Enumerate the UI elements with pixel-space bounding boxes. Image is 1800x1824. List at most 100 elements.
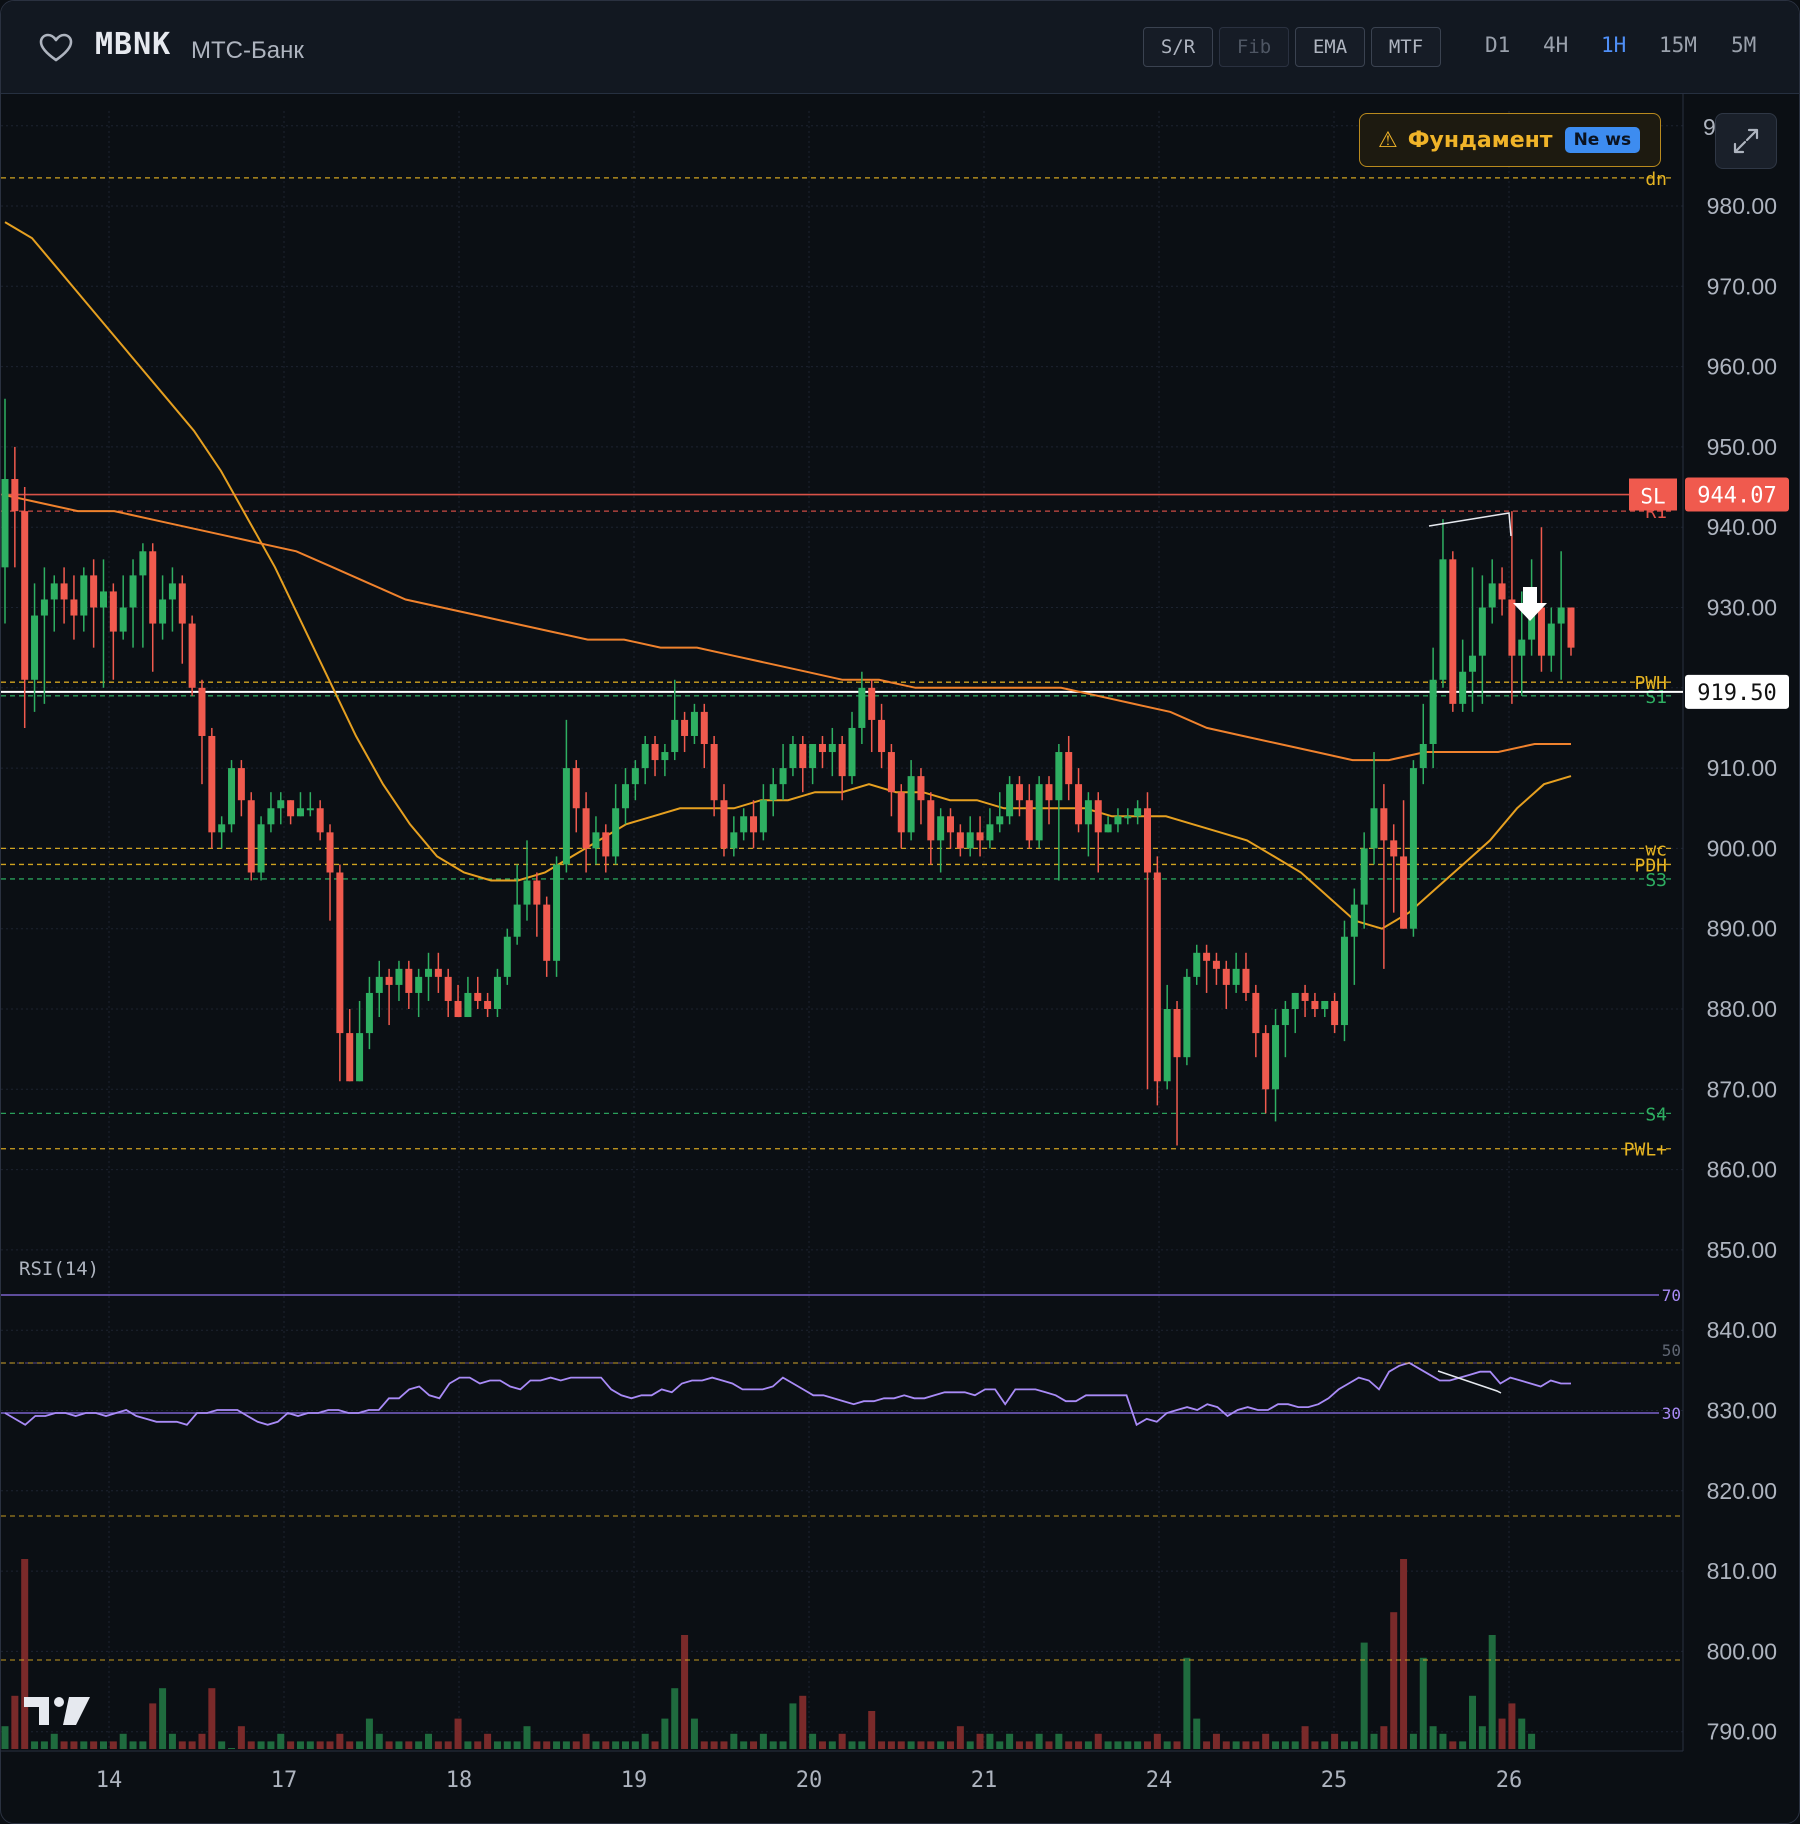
candle-up [848, 727, 856, 777]
volume-bar [897, 1741, 905, 1749]
candle-down [1173, 1009, 1181, 1058]
news-button-label: Фундамент [1407, 127, 1553, 153]
price-axis-label: 980.00 [1707, 193, 1777, 219]
volume-bar [996, 1741, 1004, 1749]
volume-bar [937, 1741, 945, 1749]
volume-bar [562, 1741, 570, 1749]
candle-down [21, 511, 29, 680]
candle-down [1449, 559, 1457, 704]
volume-bar [109, 1741, 117, 1749]
volume-bar [700, 1741, 708, 1749]
volume-bar [1488, 1635, 1496, 1749]
volume-bar [493, 1741, 501, 1749]
candle-up [1340, 936, 1348, 1026]
candle-up [809, 744, 817, 769]
fib-toggle-button[interactable]: Fib [1219, 27, 1289, 67]
volume-bar [139, 1741, 147, 1749]
volume-bar [789, 1703, 797, 1749]
candle-up [996, 816, 1004, 825]
candle-down [1400, 856, 1408, 929]
candle-up [1193, 952, 1201, 977]
price-axis-label: 930.00 [1707, 595, 1777, 621]
volume-bar [1025, 1741, 1033, 1749]
candle-up [1134, 808, 1142, 817]
candle-down [1075, 784, 1083, 825]
candle-up [592, 832, 600, 849]
volume-bar [99, 1741, 107, 1749]
sl-price-label: 944.07 [1697, 484, 1776, 509]
timeframe-d1[interactable]: D1 [1485, 33, 1511, 57]
volume-bar [1518, 1718, 1526, 1749]
candle-up [986, 824, 994, 841]
candles [1, 398, 1575, 1146]
candle-up [119, 607, 127, 632]
volume-bar [1104, 1741, 1112, 1749]
volume-bar [543, 1741, 551, 1749]
candle-down [956, 832, 964, 849]
candle-down [1311, 1000, 1319, 1009]
volume-bar [1508, 1703, 1516, 1749]
candle-up [1409, 768, 1417, 929]
candle-up [740, 816, 748, 833]
candle-up [1104, 824, 1112, 833]
candle-up [937, 816, 945, 841]
timeframe-15m[interactable]: 15M [1659, 33, 1697, 57]
volume-bar [159, 1688, 167, 1749]
sell-arrow-icon [1513, 587, 1547, 621]
divergence-line-rsi [1437, 1370, 1502, 1394]
heart-icon[interactable] [39, 33, 73, 63]
candle-up [1459, 671, 1467, 704]
ema-toggle-button[interactable]: EMA [1295, 27, 1365, 67]
news-badge: Ne ws [1564, 127, 1641, 153]
sr-toggle-button[interactable]: S/R [1143, 27, 1213, 67]
sl-price-tag [1685, 477, 1789, 512]
timeframe-1h[interactable]: 1H [1601, 33, 1627, 57]
volume-bar [1380, 1726, 1388, 1749]
candle-down [336, 872, 344, 1034]
time-axis-label: 20 [796, 1768, 823, 1793]
candle-up [267, 808, 275, 825]
timeframe-4h[interactable]: 4H [1543, 33, 1569, 57]
price-axis-label: 950.00 [1707, 434, 1777, 460]
volume-bar [986, 1733, 994, 1749]
volume-bar [809, 1733, 817, 1749]
level-label-s3: S3 [1645, 870, 1667, 891]
candle-down [700, 711, 708, 745]
candle-down [897, 792, 905, 833]
candle-down [405, 968, 413, 993]
ticker-symbol: MBNK [95, 27, 172, 62]
candle-down [198, 687, 206, 736]
candle-down [178, 583, 186, 624]
price-axis-label: 860.00 [1707, 1157, 1777, 1183]
fundamental-news-button[interactable]: ⚠ Фундамент Ne ws [1359, 113, 1661, 167]
volume-bar [218, 1741, 226, 1749]
candle-up [99, 591, 107, 608]
volume-bar [70, 1741, 78, 1749]
candle-up [228, 768, 236, 825]
price-axis: 980.00970.00960.00950.00940.00930.00920.… [1629, 114, 1789, 1745]
expand-icon[interactable] [1715, 113, 1777, 169]
candle-up [31, 615, 39, 680]
volume-bar [1143, 1741, 1151, 1749]
volume-bar [296, 1741, 304, 1749]
divergence-line-price [1428, 512, 1512, 537]
candle-up [50, 583, 58, 600]
mtf-toggle-button[interactable]: MTF [1371, 27, 1441, 67]
timeframe-5m[interactable]: 5M [1731, 33, 1757, 57]
candle-up [40, 599, 48, 616]
volume-bar [966, 1741, 974, 1749]
rsi-line [4, 1361, 1571, 1427]
chart-header: MBNK МТС-Банк S/R Fib EMA MTF D1 4H 1H 1… [1, 1, 1799, 94]
candle-up [1006, 784, 1014, 817]
candle-down [1222, 968, 1230, 985]
last-price-tag [1685, 674, 1789, 709]
volume-bar [119, 1733, 127, 1749]
candle-up [277, 800, 285, 809]
price-axis-label: 800.00 [1707, 1638, 1777, 1664]
warning-icon: ⚠ [1378, 127, 1398, 152]
volume-bar [336, 1733, 344, 1749]
volume-bar [1528, 1733, 1536, 1749]
volume-bar [1183, 1657, 1191, 1749]
